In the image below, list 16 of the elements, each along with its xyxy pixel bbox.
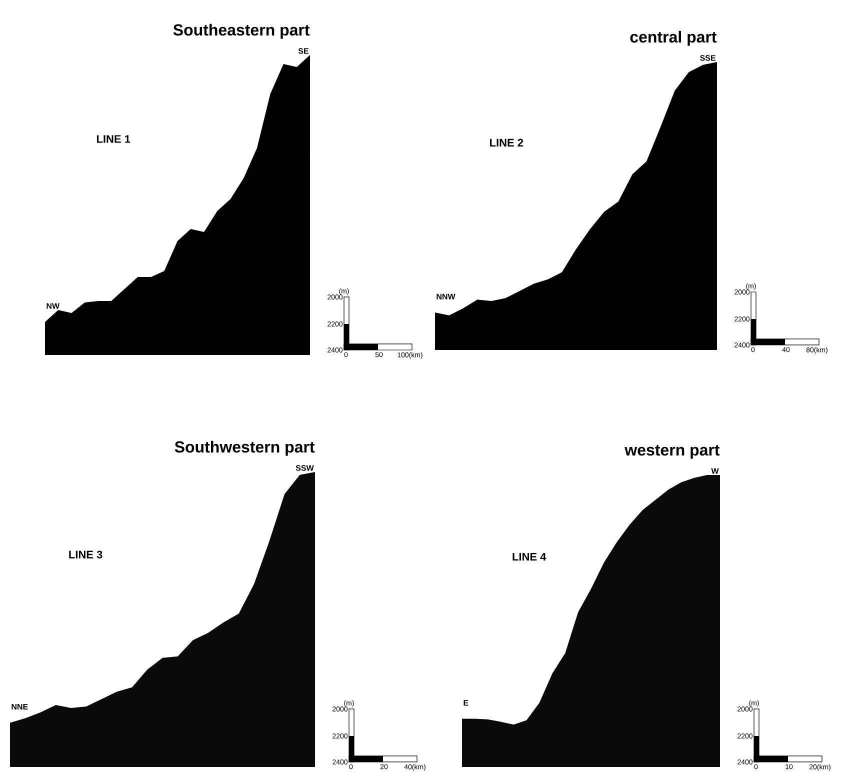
annotation: LINE 1 [96,135,130,143]
text: SSW [296,465,314,471]
text: SSE [700,55,716,61]
chart-title: Southwestern part [174,440,315,456]
annotation: NW [46,303,60,309]
annotation: LINE 4 [512,552,546,561]
annotation: LINE 3 [69,550,102,558]
text: SE [298,48,308,54]
annotation: E [464,700,468,706]
text: W [711,468,719,474]
chart-title: Southeastern part [173,24,310,39]
annotation: LINE 2 [490,138,524,146]
annotation: NNW [436,294,456,300]
chart-title: western part [624,445,720,459]
annotation: NNE [12,704,28,710]
chart-title: central part [630,30,717,46]
